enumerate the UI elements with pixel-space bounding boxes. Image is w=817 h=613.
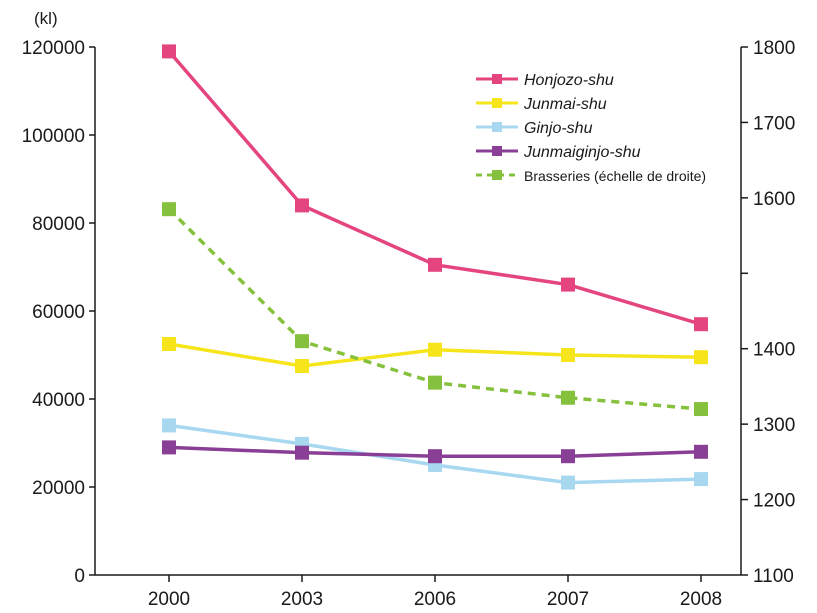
legend-label: Ginjo-shu	[524, 120, 593, 137]
right-y-tick-label: 1200	[753, 491, 795, 512]
right-y-tick-label: 1300	[753, 415, 795, 436]
legend-item-ginjo-shu: Ginjo-shu	[476, 120, 593, 137]
left-y-tick-label: 40000	[32, 390, 85, 411]
data-point	[561, 390, 575, 405]
legend-swatch-marker	[492, 98, 502, 108]
data-point	[295, 359, 309, 373]
left-y-tick-label: 120000	[22, 38, 85, 59]
series-junmaiginjo-shu	[162, 440, 708, 464]
data-point	[162, 202, 176, 217]
data-point	[561, 277, 575, 292]
legend-swatch-marker	[492, 170, 502, 180]
legend-swatch-marker	[492, 122, 502, 132]
legend-label: Brasseries (échelle de droite)	[524, 168, 706, 184]
left-y-tick-label: 0	[74, 566, 85, 587]
series-brasseries-chelle-de-droite	[162, 202, 708, 417]
legend-label: Junmai-shu	[523, 96, 607, 113]
series-junmai-shu	[162, 337, 708, 373]
legend: Honjozo-shu Junmai-shu Ginjo-shu Junmaiginj…	[476, 72, 706, 184]
data-point	[428, 449, 442, 464]
right-y-tick-label: 1400	[753, 340, 795, 361]
x-tick-label: 2006	[414, 589, 456, 610]
legend-swatch-marker	[492, 74, 502, 84]
axes: 0 20000 40000 60000 80000 100000 120000 1100 120…	[22, 38, 796, 610]
data-point	[428, 257, 442, 272]
legend-label: Junmaiginjo-shu	[523, 144, 641, 161]
data-point	[295, 334, 309, 349]
data-point	[162, 418, 176, 433]
x-tick-label: 2008	[680, 589, 722, 610]
left-y-tick-label: 20000	[32, 478, 85, 499]
data-point	[162, 337, 176, 351]
data-point	[694, 444, 708, 459]
legend-item-junmai-shu: Junmai-shu	[476, 96, 607, 113]
series-line	[167, 50, 702, 326]
data-point	[694, 350, 708, 365]
data-point	[694, 402, 708, 417]
right-y-tick-label: 1800	[753, 38, 795, 59]
series-layer	[162, 44, 708, 490]
legend-item-honjozo-shu: Honjozo-shu	[476, 72, 614, 89]
data-point	[561, 449, 575, 464]
data-point	[295, 445, 309, 460]
right-y-tick-label: 1100	[753, 566, 794, 587]
data-point	[561, 475, 575, 490]
legend-swatch-marker	[492, 146, 502, 156]
data-point	[162, 440, 176, 455]
left-axis-unit-label: (kl)	[34, 9, 58, 28]
legend-item-brasseries-chelle-de-droite: Brasseries (échelle de droite)	[476, 168, 706, 184]
right-y-tick-label: 1700	[753, 113, 795, 134]
data-point	[694, 472, 708, 487]
data-point	[428, 375, 442, 390]
data-point	[295, 198, 309, 213]
data-point	[428, 342, 442, 357]
data-point	[561, 348, 575, 362]
right-y-tick-label: 1600	[753, 189, 795, 210]
left-y-tick-label: 100000	[22, 126, 85, 147]
legend-item-junmaiginjo-shu: Junmaiginjo-shu	[476, 144, 641, 161]
left-y-tick-label: 80000	[32, 214, 85, 235]
x-tick-label: 2003	[281, 589, 323, 610]
data-point	[162, 44, 176, 59]
legend-label: Honjozo-shu	[524, 72, 614, 89]
series-honjozo-shu	[162, 44, 708, 332]
x-tick-label: 2000	[148, 589, 190, 610]
left-y-tick-label: 60000	[32, 302, 85, 323]
data-point	[694, 317, 708, 332]
x-tick-label: 2007	[547, 589, 589, 610]
